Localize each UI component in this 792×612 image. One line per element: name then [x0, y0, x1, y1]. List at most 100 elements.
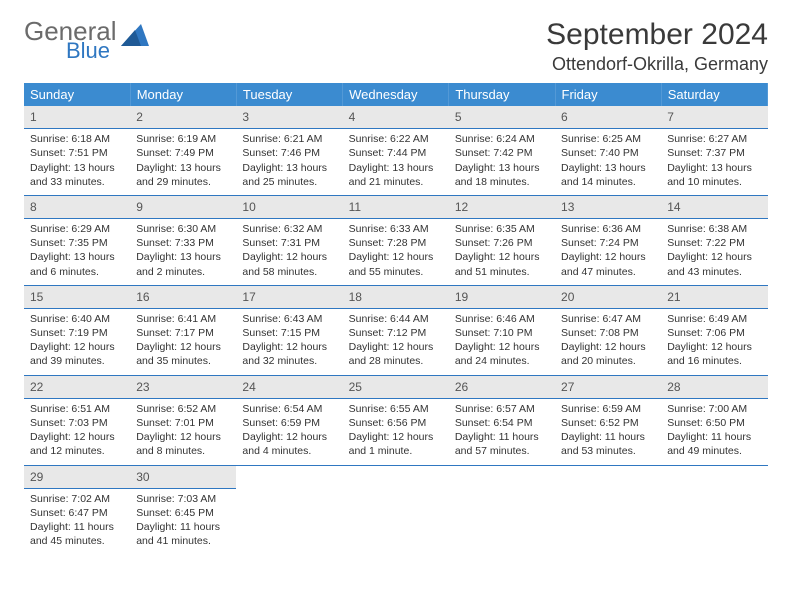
week-row: Sunrise: 7:02 AMSunset: 6:47 PMDaylight:…	[24, 488, 768, 554]
logo-triangle-icon	[121, 24, 149, 46]
day-ss: Sunset: 7:49 PM	[136, 146, 230, 160]
day-detail-cell: Sunrise: 6:24 AMSunset: 7:42 PMDaylight:…	[449, 129, 555, 196]
day-number-cell: 1	[24, 106, 130, 129]
day-d1: Daylight: 12 hours	[561, 340, 655, 354]
day-detail-cell: Sunrise: 6:27 AMSunset: 7:37 PMDaylight:…	[661, 129, 767, 196]
day-sr: Sunrise: 6:46 AM	[455, 312, 549, 326]
day-detail-cell: Sunrise: 6:18 AMSunset: 7:51 PMDaylight:…	[24, 129, 130, 196]
day-number-cell: 20	[555, 285, 661, 308]
logo: General Blue	[24, 18, 149, 62]
day-detail-cell: Sunrise: 6:35 AMSunset: 7:26 PMDaylight:…	[449, 219, 555, 286]
day-number-cell: 11	[343, 195, 449, 218]
daynum-row: 2930	[24, 465, 768, 488]
day-number-cell: 5	[449, 106, 555, 129]
day-sr: Sunrise: 6:59 AM	[561, 402, 655, 416]
location: Ottendorf-Okrilla, Germany	[546, 54, 768, 75]
day-d2: and 35 minutes.	[136, 354, 230, 368]
day-d1: Daylight: 11 hours	[30, 520, 124, 534]
day-sr: Sunrise: 6:49 AM	[667, 312, 761, 326]
day-sr: Sunrise: 6:18 AM	[30, 132, 124, 146]
day-d1: Daylight: 12 hours	[242, 340, 336, 354]
daynum-row: 22232425262728	[24, 375, 768, 398]
day-ss: Sunset: 6:56 PM	[349, 416, 443, 430]
day-sr: Sunrise: 6:30 AM	[136, 222, 230, 236]
day-ss: Sunset: 7:01 PM	[136, 416, 230, 430]
day-d2: and 33 minutes.	[30, 175, 124, 189]
day-detail-cell: Sunrise: 6:51 AMSunset: 7:03 PMDaylight:…	[24, 398, 130, 465]
day-number-cell	[343, 465, 449, 488]
day-d1: Daylight: 11 hours	[136, 520, 230, 534]
day-number-cell: 28	[661, 375, 767, 398]
day-ss: Sunset: 7:19 PM	[30, 326, 124, 340]
day-d1: Daylight: 11 hours	[455, 430, 549, 444]
day-sr: Sunrise: 6:35 AM	[455, 222, 549, 236]
day-ss: Sunset: 6:45 PM	[136, 506, 230, 520]
day-d2: and 32 minutes.	[242, 354, 336, 368]
day-sr: Sunrise: 6:41 AM	[136, 312, 230, 326]
day-d2: and 1 minute.	[349, 444, 443, 458]
day-detail-cell: Sunrise: 6:21 AMSunset: 7:46 PMDaylight:…	[236, 129, 342, 196]
day-sr: Sunrise: 6:29 AM	[30, 222, 124, 236]
day-d1: Daylight: 12 hours	[561, 250, 655, 264]
week-row: Sunrise: 6:18 AMSunset: 7:51 PMDaylight:…	[24, 129, 768, 196]
day-d2: and 10 minutes.	[667, 175, 761, 189]
day-number-cell: 15	[24, 285, 130, 308]
day-detail-cell: Sunrise: 6:54 AMSunset: 6:59 PMDaylight:…	[236, 398, 342, 465]
day-detail-cell: Sunrise: 6:55 AMSunset: 6:56 PMDaylight:…	[343, 398, 449, 465]
day-d1: Daylight: 13 hours	[561, 161, 655, 175]
day-sr: Sunrise: 6:21 AM	[242, 132, 336, 146]
day-detail-cell: Sunrise: 7:02 AMSunset: 6:47 PMDaylight:…	[24, 488, 130, 554]
day-d2: and 29 minutes.	[136, 175, 230, 189]
day-ss: Sunset: 7:24 PM	[561, 236, 655, 250]
day-d2: and 58 minutes.	[242, 265, 336, 279]
day-detail-cell: Sunrise: 6:22 AMSunset: 7:44 PMDaylight:…	[343, 129, 449, 196]
daynum-row: 1234567	[24, 106, 768, 129]
day-number-cell	[449, 465, 555, 488]
day-number-cell: 29	[24, 465, 130, 488]
day-number-cell: 17	[236, 285, 342, 308]
day-d1: Daylight: 12 hours	[349, 250, 443, 264]
day-sr: Sunrise: 7:00 AM	[667, 402, 761, 416]
day-detail-cell: Sunrise: 6:49 AMSunset: 7:06 PMDaylight:…	[661, 308, 767, 375]
day-ss: Sunset: 7:08 PM	[561, 326, 655, 340]
day-number-cell: 14	[661, 195, 767, 218]
day-sr: Sunrise: 6:24 AM	[455, 132, 549, 146]
day-d2: and 12 minutes.	[30, 444, 124, 458]
day-d1: Daylight: 13 hours	[136, 161, 230, 175]
month-title: September 2024	[546, 18, 768, 52]
day-d2: and 55 minutes.	[349, 265, 443, 279]
day-sr: Sunrise: 6:54 AM	[242, 402, 336, 416]
day-detail-cell: Sunrise: 7:00 AMSunset: 6:50 PMDaylight:…	[661, 398, 767, 465]
day-detail-cell	[343, 488, 449, 554]
day-sr: Sunrise: 6:43 AM	[242, 312, 336, 326]
day-ss: Sunset: 6:47 PM	[30, 506, 124, 520]
day-sr: Sunrise: 6:19 AM	[136, 132, 230, 146]
day-number-cell: 19	[449, 285, 555, 308]
day-number-cell: 13	[555, 195, 661, 218]
day-d2: and 20 minutes.	[561, 354, 655, 368]
day-ss: Sunset: 7:31 PM	[242, 236, 336, 250]
day-number-cell: 22	[24, 375, 130, 398]
day-detail-cell	[449, 488, 555, 554]
day-d1: Daylight: 12 hours	[667, 250, 761, 264]
weekday-header: Thursday	[449, 83, 555, 106]
day-sr: Sunrise: 6:40 AM	[30, 312, 124, 326]
day-d2: and 51 minutes.	[455, 265, 549, 279]
day-ss: Sunset: 6:59 PM	[242, 416, 336, 430]
weekday-header: Friday	[555, 83, 661, 106]
day-sr: Sunrise: 7:03 AM	[136, 492, 230, 506]
weekday-header: Saturday	[661, 83, 767, 106]
day-number-cell: 27	[555, 375, 661, 398]
day-d2: and 49 minutes.	[667, 444, 761, 458]
day-sr: Sunrise: 6:52 AM	[136, 402, 230, 416]
day-ss: Sunset: 7:12 PM	[349, 326, 443, 340]
day-number-cell: 8	[24, 195, 130, 218]
day-d1: Daylight: 13 hours	[455, 161, 549, 175]
day-number-cell: 24	[236, 375, 342, 398]
page: General Blue September 2024 Ottendorf-Ok…	[0, 0, 792, 612]
day-number-cell: 2	[130, 106, 236, 129]
header: General Blue September 2024 Ottendorf-Ok…	[24, 18, 768, 75]
day-number-cell: 6	[555, 106, 661, 129]
day-detail-cell: Sunrise: 6:47 AMSunset: 7:08 PMDaylight:…	[555, 308, 661, 375]
day-d1: Daylight: 12 hours	[349, 430, 443, 444]
